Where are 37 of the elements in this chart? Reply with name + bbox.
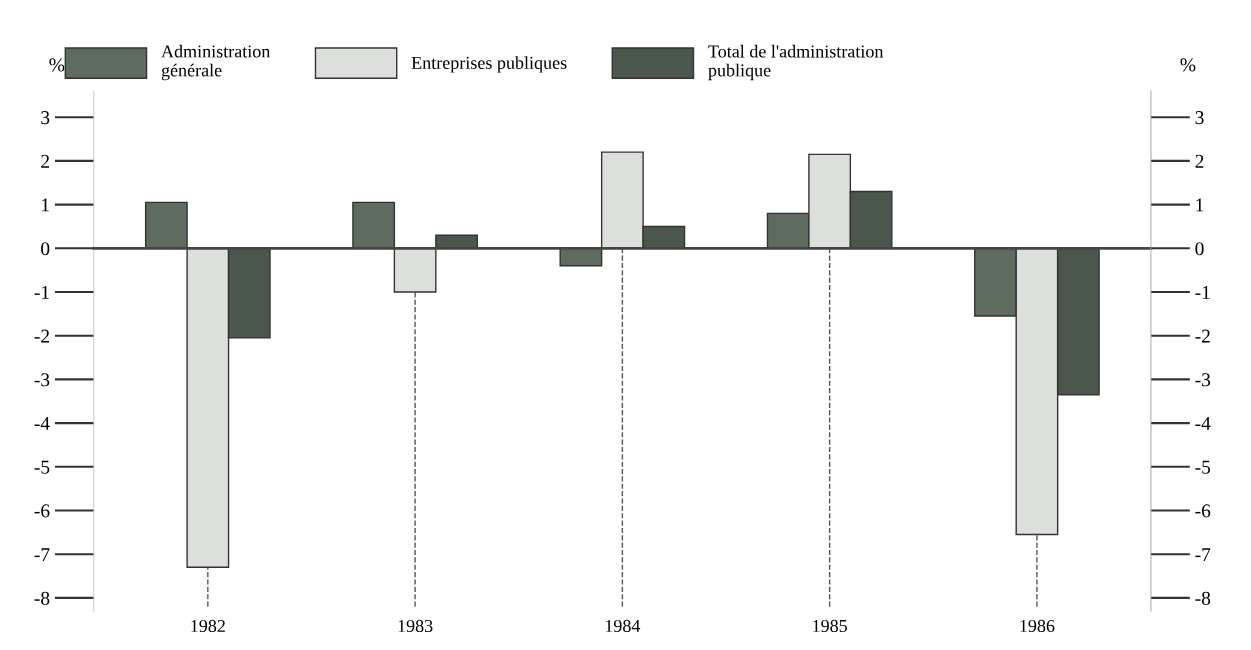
y-axis-title: % xyxy=(49,58,65,72)
y2-tick-label: -8 xyxy=(1195,591,1211,605)
y2-tick-label: 3 xyxy=(1195,111,1204,125)
y-tick-label: 0 xyxy=(41,242,50,256)
y2-tick-label: -7 xyxy=(1195,548,1211,561)
x-tick-label: 1986 xyxy=(1020,619,1055,633)
bar xyxy=(352,201,396,250)
y2-tick-label: 1 xyxy=(1196,198,1204,212)
x-tick-label: 1983 xyxy=(398,619,433,633)
legend-label: Total de l'administration publique xyxy=(708,44,884,81)
y2-tick-label: 2 xyxy=(1195,154,1204,168)
y-tick-label: 2 xyxy=(41,154,49,168)
y2-axis-title: % xyxy=(1180,58,1196,72)
y-tick-label: 3 xyxy=(41,111,50,125)
x-tick-label: 1982 xyxy=(191,619,225,633)
y-tick-label: -5 xyxy=(34,460,50,474)
y-tick-label: -7 xyxy=(34,548,50,561)
y2-tick-label: -4 xyxy=(1195,417,1211,430)
y2-tick-label: -6 xyxy=(1195,504,1211,518)
y2-tick-label: -1 xyxy=(1195,285,1210,299)
x-tick-label: 1984 xyxy=(605,619,641,633)
y2-tick-label: -2 xyxy=(1195,329,1210,343)
y2-tick-label: -5 xyxy=(1195,460,1211,474)
y-tick-label: -1 xyxy=(34,285,49,299)
y-tick-label: -3 xyxy=(34,373,50,387)
y-tick-label: -8 xyxy=(34,591,50,605)
y-tick-label: -2 xyxy=(34,329,49,343)
y-tick-label: -6 xyxy=(34,504,50,518)
y-tick-label: -4 xyxy=(34,417,50,430)
x-tick-label: 1985 xyxy=(813,619,847,633)
bar xyxy=(144,201,188,250)
bar xyxy=(393,247,437,293)
y2-tick-label: -3 xyxy=(1195,373,1211,387)
legend-label: Entreprises publiques xyxy=(411,56,567,73)
legend-label: Administration générale xyxy=(161,44,271,81)
y2-tick-label: 0 xyxy=(1195,242,1204,256)
y-tick-label: 1 xyxy=(42,198,49,212)
